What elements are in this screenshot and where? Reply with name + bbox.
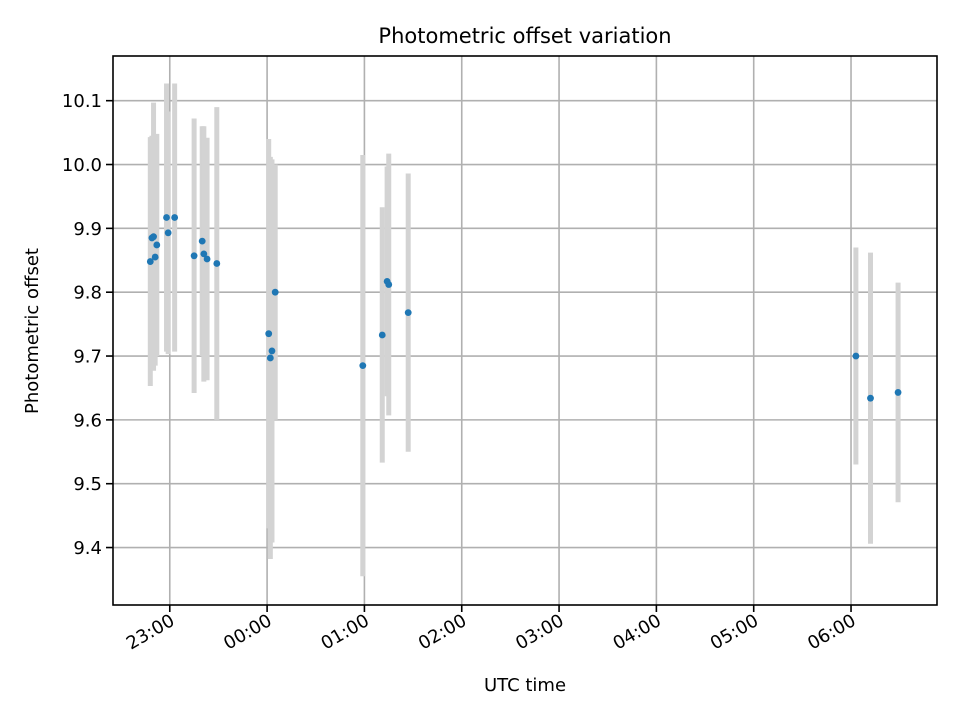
plot-frame — [112, 55, 938, 606]
data-point — [153, 241, 161, 249]
data-point — [378, 331, 386, 339]
data-point — [213, 260, 221, 267]
data-point — [203, 255, 211, 263]
chart-title: Photometric offset variation — [378, 24, 671, 48]
data-point — [163, 214, 170, 221]
x-tick-label: 05:00 — [707, 610, 762, 654]
data-point — [200, 250, 208, 258]
y-tick-label: 9.5 — [73, 474, 102, 495]
data-point — [198, 237, 206, 245]
grid-lines — [113, 56, 937, 605]
data-point — [268, 347, 276, 355]
data-point — [359, 362, 367, 370]
y-tick-label: 10.1 — [62, 91, 102, 112]
data-point — [271, 288, 279, 296]
data-point — [894, 389, 902, 396]
data-points — [146, 214, 902, 402]
y-tick-label: 9.6 — [73, 410, 102, 431]
data-point — [852, 352, 860, 360]
data-point — [385, 281, 393, 288]
y-axis-label: Photometric offset — [22, 248, 43, 414]
x-axis-ticks: 23:00 00:00 01:00 02:00 03:00 04:00 05:00 06:00 — [123, 605, 860, 654]
data-point — [190, 252, 198, 260]
x-tick-label: 01:00 — [317, 610, 372, 654]
data-point — [146, 258, 154, 265]
x-axis-label: UTC time — [484, 675, 566, 696]
data-point — [171, 214, 179, 221]
data-point — [404, 309, 412, 317]
data-point — [867, 394, 874, 402]
x-tick-label: 06:00 — [804, 610, 859, 654]
data-point — [150, 233, 157, 241]
data-point — [265, 330, 273, 338]
data-point — [266, 354, 274, 362]
y-tick-label: 9.4 — [73, 538, 102, 559]
error-bars — [147, 83, 901, 577]
data-point — [151, 253, 159, 261]
y-tick-label: 9.8 — [73, 283, 102, 304]
x-tick-label: 23:00 — [123, 610, 178, 654]
x-tick-label: 03:00 — [512, 610, 567, 654]
data-point — [164, 229, 172, 237]
x-tick-label: 02:00 — [415, 610, 470, 654]
y-tick-label: 10.0 — [62, 155, 102, 176]
y-tick-label: 9.7 — [73, 347, 102, 368]
y-tick-label: 9.9 — [73, 219, 102, 240]
x-tick-label: 00:00 — [220, 610, 275, 654]
x-tick-label: 04:00 — [609, 610, 664, 654]
y-axis-ticks: 9.4 9.5 9.6 9.7 9.8 9.9 10.0 10.1 — [62, 91, 113, 559]
